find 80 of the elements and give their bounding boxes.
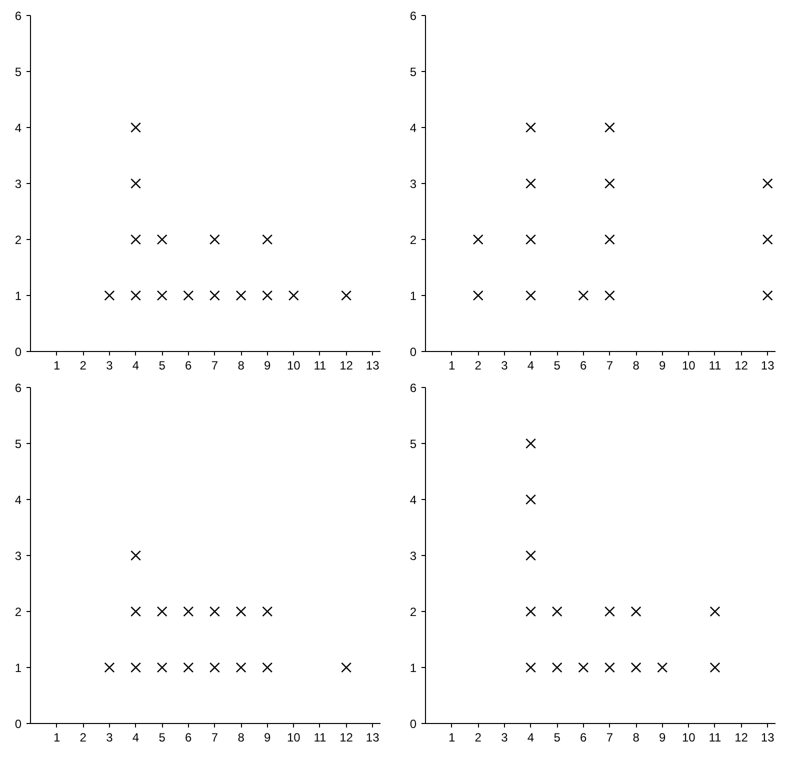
x-tick-label: 12 [340,730,354,744]
y-tick-label: 6 [14,381,22,395]
y-tick-label: 1 [14,289,22,303]
x-tick-label: 11 [314,358,327,372]
x-tick-label: 9 [659,358,666,372]
x-tick-label: 12 [734,358,748,372]
x-tick-label: 13 [366,358,380,372]
y-tick-label: 0 [14,717,22,731]
x-tick-label: 12 [340,358,354,372]
x-tick-label: 13 [760,730,775,744]
x-tick-label: 11 [314,730,327,744]
x-tick-label: 11 [708,730,722,744]
x-tick-label: 1 [448,730,456,744]
y-tick-label: 0 [410,345,417,359]
y-tick-label: 5 [410,65,417,79]
y-tick-label: 4 [410,493,417,507]
x-tick-label: 1 [53,358,60,372]
y-tick-label: 2 [410,605,417,619]
x-tick-label: 10 [286,730,301,744]
y-tick-label: 0 [14,345,22,359]
y-tick-label: 4 [410,121,417,135]
x-tick-label: 3 [501,730,508,744]
y-tick-label: 4 [14,121,22,135]
y-tick-label: 6 [410,9,417,23]
y-tick-label: 6 [14,9,22,23]
x-tick-label: 6 [185,730,192,744]
y-tick-label: 6 [410,381,417,395]
x-tick-label: 4 [527,358,534,372]
y-tick-label: 3 [410,549,417,563]
y-tick-label: 1 [410,661,417,675]
x-tick-label: 8 [238,358,245,372]
x-tick-label: 6 [580,358,588,372]
x-tick-label: 5 [554,358,561,372]
x-tick-label: 2 [80,358,87,372]
y-tick-label: 3 [14,177,22,191]
x-tick-label: 3 [501,358,508,372]
x-tick-label: 5 [158,730,166,744]
x-tick-label: 8 [632,358,640,372]
y-tick-label: 2 [14,605,22,619]
y-tick-label: 5 [14,65,22,79]
x-tick-label: 13 [760,358,775,372]
y-tick-label: 2 [14,233,22,247]
x-tick-label: 10 [682,358,696,372]
x-tick-label: 7 [211,358,218,372]
y-tick-label: 1 [14,661,22,675]
x-tick-label: 4 [132,730,140,744]
x-tick-label: 8 [238,730,245,744]
x-tick-label: 9 [264,358,272,372]
x-tick-label: 4 [527,730,534,744]
x-tick-label: 3 [106,730,114,744]
x-tick-label: 6 [185,358,192,372]
y-tick-label: 0 [410,717,417,731]
x-tick-label: 9 [659,730,666,744]
x-tick-label: 10 [286,358,301,372]
x-tick-label: 7 [606,358,614,372]
y-tick-label: 3 [14,549,22,563]
x-tick-label: 2 [80,730,87,744]
y-tick-label: 2 [410,233,417,247]
y-tick-label: 5 [14,437,22,451]
x-tick-label: 3 [106,358,114,372]
x-tick-label: 7 [211,730,218,744]
x-tick-label: 11 [708,358,722,372]
x-tick-label: 5 [158,358,166,372]
x-tick-label: 1 [448,358,456,372]
x-tick-label: 10 [682,730,696,744]
x-tick-label: 4 [132,358,140,372]
x-tick-label: 7 [606,730,614,744]
x-tick-label: 5 [554,730,561,744]
x-tick-label: 6 [580,730,588,744]
x-tick-label: 1 [53,730,60,744]
x-tick-label: 8 [632,730,640,744]
x-tick-label: 12 [734,730,748,744]
x-tick-label: 13 [366,730,380,744]
x-tick-label: 2 [474,730,482,744]
y-tick-label: 1 [410,289,417,303]
x-tick-label: 9 [264,730,272,744]
y-tick-label: 4 [14,493,22,507]
x-tick-label: 2 [474,358,482,372]
y-tick-label: 5 [410,437,417,451]
y-tick-label: 3 [410,177,417,191]
